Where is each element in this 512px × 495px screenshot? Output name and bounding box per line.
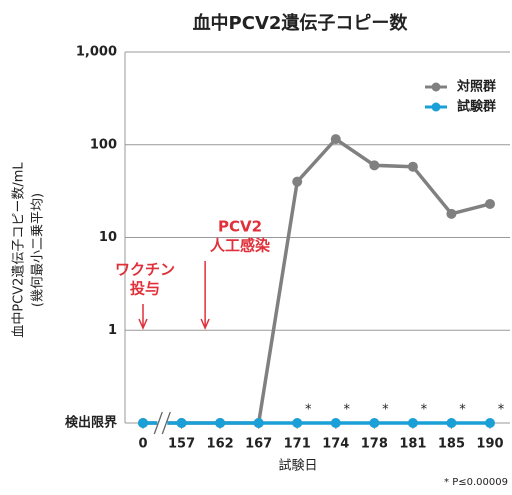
x-tick-label: 167 <box>245 437 272 452</box>
annotation: 人工感染 <box>210 237 271 255</box>
axis-break <box>157 411 168 435</box>
significance-mark: * <box>305 403 312 418</box>
data-point <box>176 418 187 428</box>
legend-label: 対照群 <box>456 79 496 95</box>
annotation: PCV2 <box>218 218 262 236</box>
data-point <box>215 418 226 428</box>
y-tick-label: 1,000 <box>76 45 117 60</box>
x-tick-label: 157 <box>168 437 195 452</box>
data-point <box>407 161 418 172</box>
data-point <box>446 418 457 428</box>
data-point <box>292 176 303 187</box>
footnote: * P≤0.00009 <box>444 477 508 488</box>
axis-break-mark <box>161 411 171 435</box>
significance-mark: * <box>421 403 428 418</box>
x-tick-label: 181 <box>399 437 426 452</box>
significance-mark: * <box>459 403 466 418</box>
annotation: 投与 <box>130 280 160 298</box>
data-point <box>330 134 341 145</box>
data-point <box>407 418 418 428</box>
arrowhead <box>138 318 148 330</box>
x-tick-label: 190 <box>476 437 503 452</box>
significance-mark: * <box>344 403 351 418</box>
x-tick-label: 162 <box>207 437 234 452</box>
x-tick-label: 178 <box>361 437 388 452</box>
x-tick-label: 171 <box>284 437 311 452</box>
y-tick-label: 1 <box>108 323 117 338</box>
x-tick-label: 185 <box>438 437 465 452</box>
axis-break-mark <box>153 411 163 435</box>
annotation: ワクチン <box>115 261 175 279</box>
y-axis-label: 血中PCV2遺伝子コピー数/mL <box>12 162 27 338</box>
data-point <box>369 418 380 428</box>
legend-marker <box>431 82 441 92</box>
y-tick-label: 10 <box>99 230 117 245</box>
data-point <box>485 198 495 209</box>
series-line <box>143 137 491 425</box>
y-tick-label: 100 <box>90 137 117 152</box>
legend-label: 試験群 <box>457 99 496 115</box>
significance-mark: * <box>382 403 389 418</box>
data-point <box>253 418 264 428</box>
data-point <box>330 418 341 428</box>
data-point <box>369 160 380 171</box>
data-point <box>446 208 457 219</box>
data-point <box>485 418 495 428</box>
x-tick-label: 0 <box>138 437 147 452</box>
y-axis-label: (幾何最小二乗平均) <box>30 193 46 307</box>
y-tick-label: 検出限界 <box>65 415 117 431</box>
data-point <box>138 418 148 428</box>
x-axis-label: 試験日 <box>278 458 317 474</box>
significance-mark: * <box>498 403 505 418</box>
chart-title: 血中PCV2遺伝子コピー数 <box>193 12 409 34</box>
x-tick-label: 174 <box>322 437 349 452</box>
data-point <box>292 418 303 428</box>
arrowhead <box>200 318 210 330</box>
legend-marker <box>431 102 441 112</box>
